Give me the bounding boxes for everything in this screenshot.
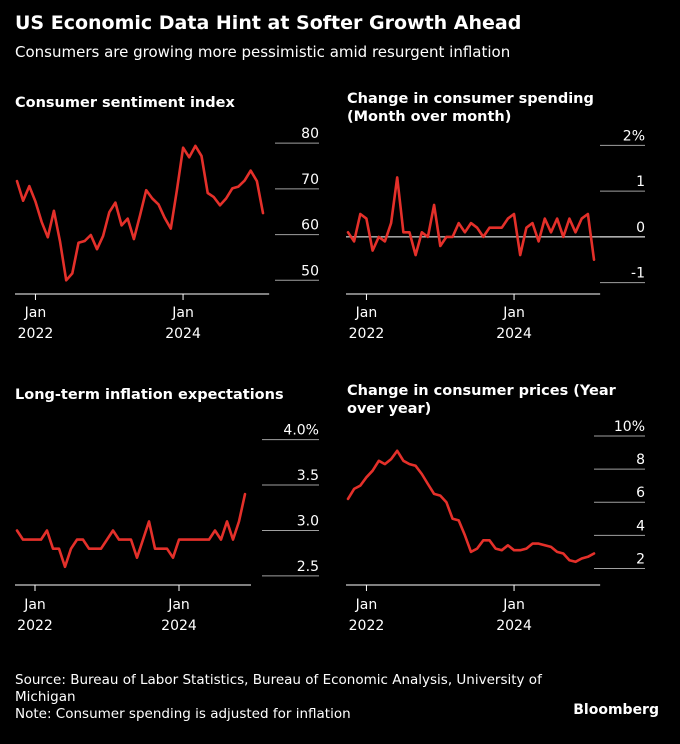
panel-4-x-tick-label-year: 2022 (349, 618, 385, 634)
panel-4-x-tick-label-month: Jan (502, 597, 525, 613)
panel-3-y-tick-label: 2.5 (297, 559, 319, 575)
panel-1-x-tick-label-year: 2022 (18, 326, 54, 342)
source-note: Source: Bureau of Labor Statistics, Bure… (15, 672, 542, 705)
panel-2-y-tick-label: 1 (636, 174, 645, 190)
panel-1-y-tick-label: 50 (301, 263, 319, 279)
panel-3-x-tick-label-year: 2022 (17, 618, 53, 634)
panel-4-x-tick-label-year: 2024 (496, 618, 532, 634)
panel-4-x-tick-label-month: Jan (355, 597, 378, 613)
panel-1-x-tick-label-month: Jan (171, 305, 194, 321)
panel-3-y-tick-label: 3.0 (297, 513, 319, 529)
panel-4-y-tick-label: 4 (636, 518, 645, 534)
panel-2-y-tick-label: 0 (636, 220, 645, 236)
panel-3-series-line (15, 492, 247, 569)
panel-title-spending: Change in consumer spending (Month over … (347, 91, 594, 125)
panel-title-inflation-expectations: Long-term inflation expectations (15, 387, 284, 403)
panel-2-y-tick-label: 2% (623, 128, 645, 144)
panel-title-consumer-prices: Change in consumer prices (Year over yea… (347, 383, 616, 417)
panel-1-x-tick-label-month: Jan (24, 305, 47, 321)
chart-title: US Economic Data Hint at Softer Growth A… (15, 12, 522, 34)
panel-2-x-tick-label-month: Jan (355, 305, 378, 321)
panel-2-y-tick-label: -1 (631, 266, 645, 282)
panel-2-x-tick-label-year: 2022 (349, 326, 385, 342)
panel-4-y-tick-label: 6 (636, 485, 645, 501)
panel-4-series-line (346, 449, 596, 564)
panel-3-x-tick-label-year: 2024 (161, 618, 197, 634)
panel-1-y-tick-label: 70 (301, 172, 319, 188)
footnote: Note: Consumer spending is adjusted for … (15, 706, 351, 722)
panel-title-sentiment: Consumer sentiment index (15, 95, 235, 111)
panel-2-series-line (346, 176, 596, 262)
footer: Source: Bureau of Labor Statistics, Bure… (15, 672, 555, 723)
panel-2-x-tick-label-month: Jan (502, 305, 525, 321)
panel-4-y-tick-label: 10% (614, 419, 645, 435)
panel-1-series-line (15, 144, 265, 282)
panel-3-x-tick-label-month: Jan (167, 597, 190, 613)
panel-3-y-tick-label: 4.0% (283, 423, 319, 439)
panel-1-y-tick-label: 60 (301, 218, 319, 234)
panel-1-x-tick-label-year: 2024 (165, 326, 201, 342)
panel-4-y-tick-label: 8 (636, 452, 645, 468)
panel-2-x-tick-label-year: 2024 (496, 326, 532, 342)
chart-subtitle: Consumers are growing more pessimistic a… (15, 43, 511, 61)
panel-4-y-tick-label: 2 (636, 551, 645, 567)
bloomberg-logo: Bloomberg (573, 702, 659, 718)
panel-1-y-tick-label: 80 (301, 126, 319, 142)
panel-3-x-tick-label-month: Jan (23, 597, 46, 613)
panel-3-y-tick-label: 3.5 (297, 468, 319, 484)
